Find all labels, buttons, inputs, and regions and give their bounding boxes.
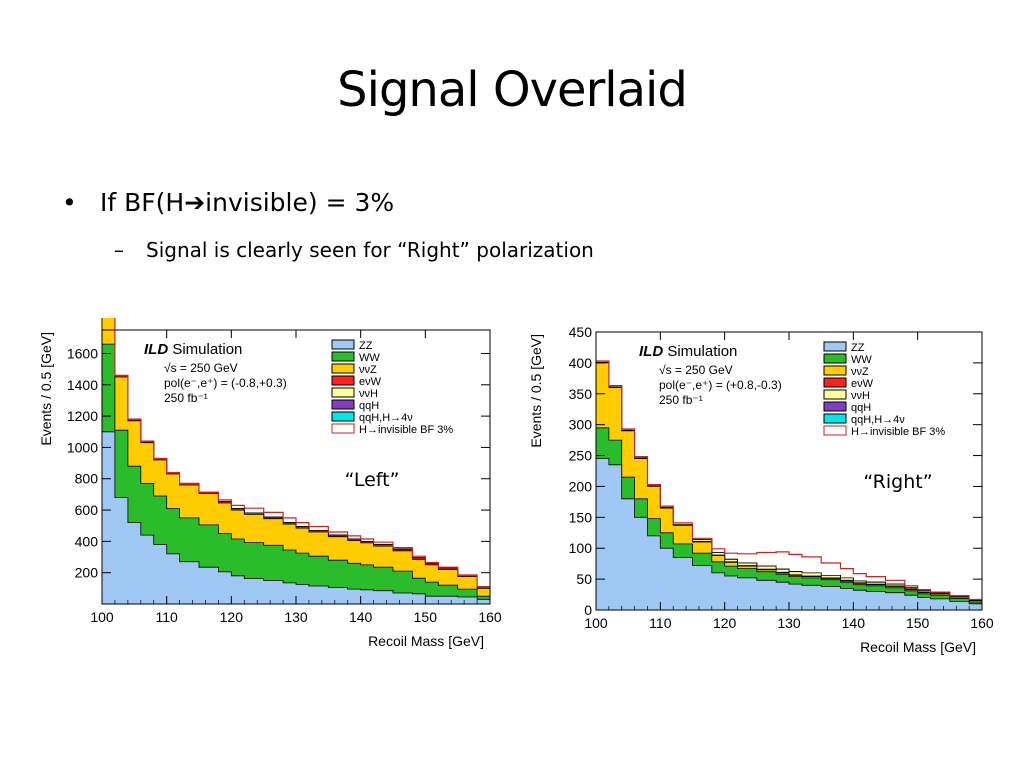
legend-label: qqH,H→4ν xyxy=(851,414,905,426)
bullet-dot: • xyxy=(62,188,77,217)
legend-label: H→invisible BF 3% xyxy=(851,426,945,438)
x-tick-label: 130 xyxy=(284,609,308,625)
y-tick-label: 300 xyxy=(569,417,593,433)
legend-swatch xyxy=(331,411,355,422)
y-tick-label: 600 xyxy=(75,502,99,518)
x-tick-label: 120 xyxy=(220,609,244,625)
slide-title: Signal Overlaid xyxy=(337,62,688,118)
legend-swatch xyxy=(331,423,355,434)
x-tick-label: 110 xyxy=(156,609,179,625)
sub-bullet: – Signal is clearly seen for “Right” pola… xyxy=(114,238,594,262)
legend-swatch xyxy=(823,341,847,352)
x-tick-label: 120 xyxy=(713,615,737,631)
y-tick-label: 0 xyxy=(584,602,592,618)
x-tick-label: 140 xyxy=(842,615,866,631)
y-tick-label: 150 xyxy=(569,509,593,525)
simulation-label: ILD Simulation xyxy=(144,341,242,358)
bullet-main: • If BF(H➔invisible) = 3% xyxy=(62,188,394,217)
legend-label: WW xyxy=(851,354,872,366)
series-ww xyxy=(101,343,491,605)
bullet-suffix: invisible) = 3% xyxy=(205,188,395,217)
legend-label: ZZ xyxy=(851,342,865,354)
polarization-label: “Left” xyxy=(345,469,400,491)
series-signal-outline xyxy=(114,318,490,588)
x-tick-label: 160 xyxy=(478,609,502,625)
legend-swatch xyxy=(823,365,847,376)
legend-swatch xyxy=(823,389,847,400)
chart-left: 100 110 120 130 140 150 160 200 400 600 800 1000 120… xyxy=(38,318,502,649)
x-tick-label: 150 xyxy=(414,609,438,625)
y-tick-label: 400 xyxy=(569,355,593,371)
info-line: √s = 250 GeV xyxy=(659,363,733,377)
info-line: √s = 250 GeV xyxy=(164,361,238,375)
legend-label: qqH xyxy=(359,400,379,412)
legend-swatch xyxy=(331,363,355,374)
x-axis-title: Recoil Mass [GeV] xyxy=(368,633,484,649)
legend-swatch xyxy=(823,377,847,388)
x-tick-label: 150 xyxy=(906,615,930,631)
legend-swatch xyxy=(823,401,847,412)
legend-swatch xyxy=(331,399,355,410)
polarization-label: “Right” xyxy=(863,471,932,493)
legend-label: qqH,H→4ν xyxy=(359,412,413,424)
y-tick-label: 1000 xyxy=(67,439,98,455)
y-axis-title: Events / 0.5 [GeV] xyxy=(528,334,544,448)
x-tick-label: 130 xyxy=(777,615,801,631)
legend-label: ZZ xyxy=(359,340,373,352)
x-tick-label: 110 xyxy=(649,615,672,631)
series-zz xyxy=(101,431,491,605)
legend-swatch xyxy=(331,351,355,362)
legend-label: ννZ xyxy=(851,366,869,378)
y-tick-label: 1400 xyxy=(67,377,98,393)
info-line: pol(e⁻,e⁺) = (+0.8,-0.3) xyxy=(659,378,782,392)
x-tick-label: 100 xyxy=(90,609,114,625)
legend-label: ννH xyxy=(359,388,378,400)
y-tick-label: 200 xyxy=(75,565,99,581)
right-arrow-icon: ➔ xyxy=(184,188,206,217)
legend-label: eνW xyxy=(851,378,874,390)
y-tick-label: 450 xyxy=(569,324,593,340)
legend-label: ννH xyxy=(851,390,870,402)
chart-right: 100 110 120 130 140 150 160 0 50 100 150 200 250 300 3… xyxy=(528,324,994,655)
y-tick-label: 1600 xyxy=(67,345,98,361)
legend-swatch xyxy=(331,387,355,398)
series-zz xyxy=(595,458,983,611)
x-tick-label: 140 xyxy=(349,609,373,625)
sub-bullet-dash: – xyxy=(114,238,124,262)
simulation-label: ILD Simulation xyxy=(639,343,737,360)
y-tick-label: 250 xyxy=(569,448,593,464)
y-tick-label: 100 xyxy=(569,540,593,556)
sub-bullet-text: Signal is clearly seen for “Right” polar… xyxy=(146,238,594,262)
legend-swatch xyxy=(823,413,847,424)
y-tick-label: 350 xyxy=(569,386,593,402)
x-axis-title: Recoil Mass [GeV] xyxy=(860,639,976,655)
legend-swatch xyxy=(331,339,355,350)
legend-label: qqH xyxy=(851,402,871,414)
x-tick-label: 160 xyxy=(970,615,994,631)
info-line: pol(e⁻,e⁺) = (-0.8,+0.3) xyxy=(164,376,287,390)
y-tick-label: 400 xyxy=(75,533,99,549)
legend-swatch xyxy=(331,375,355,386)
legend-label: ννZ xyxy=(359,364,377,376)
info-line: 250 fb⁻¹ xyxy=(659,393,703,407)
info-line: 250 fb⁻¹ xyxy=(164,391,208,405)
legend-label: H→invisible BF 3% xyxy=(359,424,453,436)
y-tick-label: 50 xyxy=(576,571,592,587)
bullet-prefix: If BF(H xyxy=(100,188,185,217)
legend-swatch xyxy=(823,353,847,364)
y-axis-title: Events / 0.5 [GeV] xyxy=(38,332,54,446)
x-tick-label: 100 xyxy=(584,615,608,631)
legend-swatch xyxy=(823,425,847,436)
y-tick-label: 800 xyxy=(75,471,99,487)
legend-label: eνW xyxy=(359,376,382,388)
series-signal-outline xyxy=(596,360,982,601)
legend-label: WW xyxy=(359,352,380,364)
y-tick-label: 200 xyxy=(569,478,593,494)
y-tick-label: 1200 xyxy=(67,408,98,424)
